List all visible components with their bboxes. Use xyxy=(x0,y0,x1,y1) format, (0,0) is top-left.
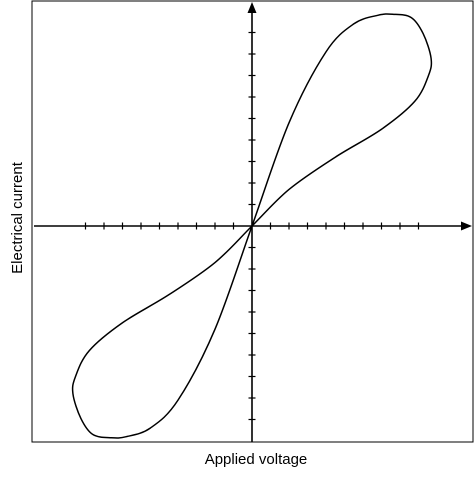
series-curve-0 xyxy=(71,13,433,439)
y-axis-arrowhead xyxy=(247,2,257,13)
series-group xyxy=(71,13,433,439)
x-axis-arrowhead xyxy=(461,221,472,231)
y-axis-label: Electrical current xyxy=(9,161,26,274)
x-axis-label: Applied voltage xyxy=(205,451,308,468)
